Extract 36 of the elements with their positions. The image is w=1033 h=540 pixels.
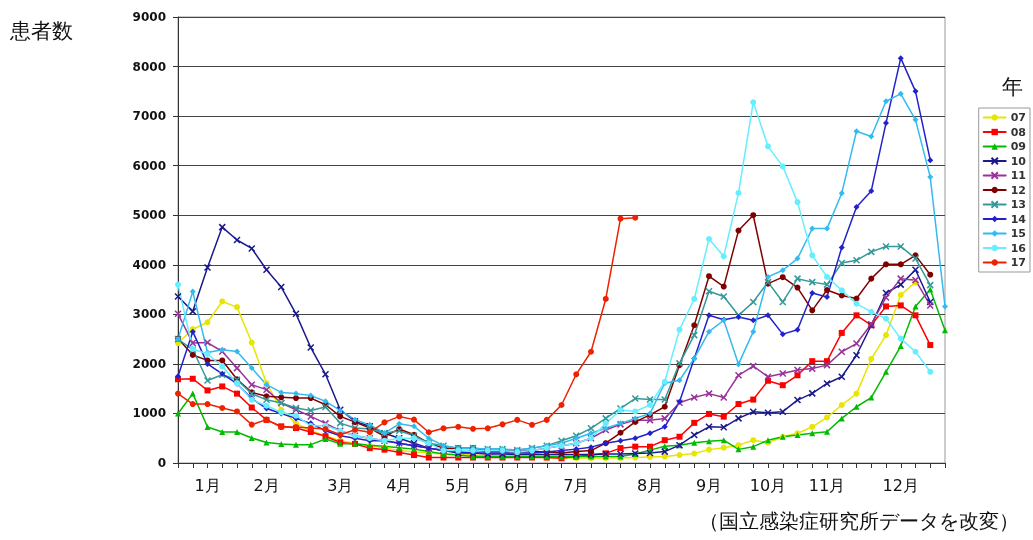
y-tick-label: 6000 bbox=[132, 158, 166, 173]
y-tick-label: 5000 bbox=[132, 208, 166, 223]
y-tick-label: 2000 bbox=[132, 356, 166, 371]
x-tick-label: 10月 bbox=[749, 475, 787, 495]
legend-label: 09 bbox=[1010, 140, 1026, 153]
x-tick-label: 4月 bbox=[386, 475, 413, 495]
y-tick-label: 1000 bbox=[132, 406, 166, 421]
x-tick-label: 11月 bbox=[808, 475, 846, 495]
x-tick-label: 2月 bbox=[253, 475, 280, 495]
y-tick-label: 0 bbox=[157, 456, 166, 470]
x-tick-label: 3月 bbox=[327, 475, 354, 495]
legend-label: 13 bbox=[1010, 198, 1026, 211]
legend-label: 15 bbox=[1010, 227, 1026, 240]
x-tick-label: 6月 bbox=[504, 475, 531, 495]
x-tick-label: 9月 bbox=[695, 475, 723, 495]
text: （国立感染症研究所データを改変） bbox=[699, 509, 1019, 533]
x-tick-label: 5月 bbox=[445, 475, 472, 495]
x-tick-label: 8月 bbox=[636, 475, 664, 495]
legend-label: 16 bbox=[1010, 241, 1027, 255]
y-tick-label: 8000 bbox=[132, 59, 166, 74]
legend-label: 11 bbox=[1010, 169, 1026, 182]
y-axis-title: 患者数 bbox=[9, 18, 73, 43]
y-tick-label: 4000 bbox=[132, 257, 166, 272]
legend-label: 08 bbox=[1010, 125, 1026, 139]
legend-label: 14 bbox=[1010, 212, 1027, 226]
y-tick-label: 7000 bbox=[132, 109, 166, 124]
legend-label: 12 bbox=[1010, 183, 1026, 197]
legend-label: 10 bbox=[1010, 154, 1027, 168]
y-tick-label: 3000 bbox=[132, 307, 166, 322]
legend-title: 年 bbox=[1002, 74, 1023, 99]
x-tick-label: 12月 bbox=[882, 475, 919, 495]
x-tick-label: 1月 bbox=[194, 475, 221, 495]
x-tick-label: 7月 bbox=[563, 475, 590, 495]
y-tick-label: 9000 bbox=[132, 10, 166, 24]
legend-label: 17 bbox=[1010, 256, 1026, 269]
legend-label: 07 bbox=[1010, 111, 1026, 124]
